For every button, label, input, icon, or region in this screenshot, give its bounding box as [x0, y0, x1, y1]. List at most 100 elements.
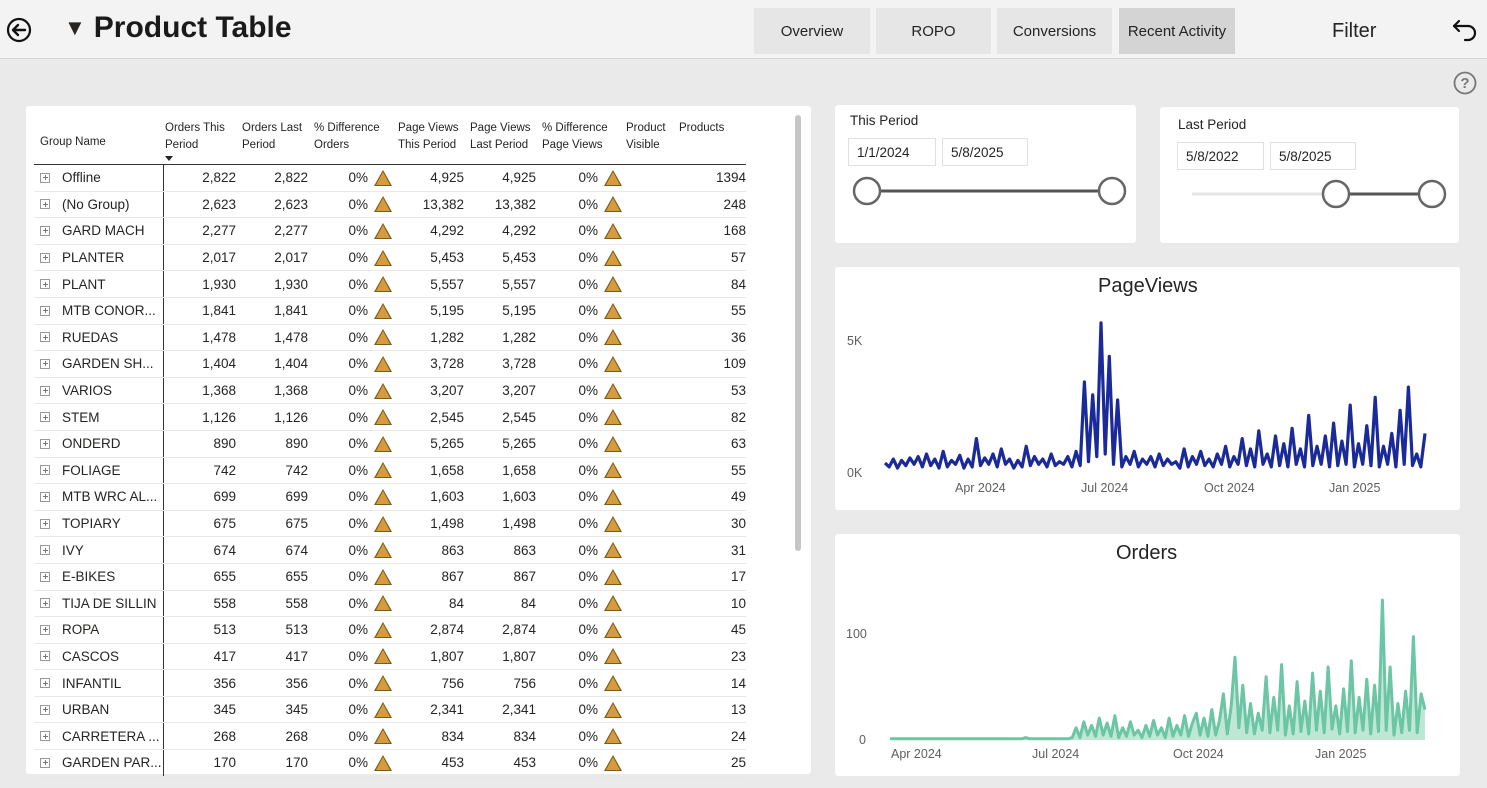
table-row[interactable]: PLANTER 2,017 2,017 0% 5,453 5,453 0% 57	[34, 244, 746, 272]
pct-value: 0%	[578, 675, 598, 691]
products-cell: 10	[730, 595, 746, 611]
group-name-cell: ROPA	[34, 617, 164, 643]
products-cell: 13	[730, 702, 746, 718]
expand-plus-icon[interactable]	[40, 438, 50, 449]
column-header-sorted[interactable]: Orders This Period	[164, 112, 236, 164]
expand-plus-icon[interactable]	[40, 624, 50, 635]
table-row[interactable]: TIJA DE SILLIN 558 558 0% 84 84 0% 10	[34, 590, 746, 618]
this-period-end-handle[interactable]	[1097, 176, 1127, 206]
column-header[interactable]: % Difference Orders	[314, 122, 380, 151]
orders-last-period-cell: 742	[285, 462, 308, 478]
expand-plus-icon[interactable]	[40, 678, 50, 689]
table-row[interactable]: CARRETERA ... 268 268 0% 834 834 0% 24	[34, 723, 746, 751]
table-row[interactable]: MTB WRC AL... 699 699 0% 1,603 1,603 0% 49	[34, 484, 746, 511]
group-name-cell: IVY	[34, 537, 164, 563]
expand-plus-icon[interactable]	[40, 518, 50, 529]
pct-diff-page-views-cell: 0%	[536, 488, 622, 505]
table-row[interactable]: Offline 2,822 2,822 0% 4,925 4,925 0% 1394	[34, 165, 746, 192]
last-period-end-handle[interactable]	[1417, 179, 1447, 209]
expand-plus-icon[interactable]	[40, 731, 50, 742]
table-row[interactable]: GARD MACH 2,277 2,277 0% 4,292 4,292 0% 168	[34, 218, 746, 245]
table-row[interactable]: URBAN 345 345 0% 2,341 2,341 0% 13	[34, 696, 746, 724]
expand-plus-icon[interactable]	[40, 358, 50, 369]
group-name-cell: (No Group)	[34, 191, 164, 218]
column-header[interactable]: Orders Last Period	[242, 122, 303, 151]
last-period-range-slider[interactable]	[1170, 174, 1455, 214]
expand-plus-icon[interactable]	[40, 172, 50, 183]
column-header[interactable]: Page Views This Period	[398, 122, 459, 151]
expand-plus-icon[interactable]	[40, 651, 50, 662]
products-cell: 30	[730, 516, 746, 532]
column-header[interactable]: Group Name	[40, 135, 106, 148]
expand-plus-icon[interactable]	[40, 385, 50, 396]
expand-plus-icon[interactable]	[40, 465, 50, 476]
this-period-start-handle[interactable]	[852, 176, 882, 206]
table-row[interactable]: FOLIAGE 742 742 0% 1,658 1,658 0% 55	[34, 457, 746, 485]
table-row[interactable]: INFANTIL 356 356 0% 756 756 0% 14	[34, 670, 746, 697]
expand-plus-icon[interactable]	[40, 545, 50, 556]
pct-value: 0%	[578, 648, 598, 664]
nav-overview-button[interactable]: Overview	[754, 8, 870, 54]
group-name: GARDEN SH...	[62, 356, 154, 372]
table-row[interactable]: IVY 674 674 0% 863 863 0% 31	[34, 537, 746, 564]
expand-plus-icon[interactable]	[40, 491, 50, 502]
table-row[interactable]: TOPIARY 675 675 0% 1,498 1,498 0% 30	[34, 510, 746, 538]
pct-diff-page-views-cell: 0%	[536, 435, 622, 452]
page-views-this-period-cell: 756	[441, 675, 464, 691]
table-row[interactable]: GARDEN PAR... 170 170 0% 453 453 0% 25	[34, 750, 746, 777]
collapse-caret-icon[interactable]: ▼	[64, 15, 86, 40]
last-period-end-input[interactable]: 5/8/2025	[1270, 142, 1356, 170]
column-header[interactable]: Product Visible	[626, 122, 666, 151]
table-row[interactable]: VARIOS 1,368 1,368 0% 3,207 3,207 0% 53	[34, 377, 746, 405]
orders-last-period-cell: 513	[285, 622, 308, 638]
last-period-start-input[interactable]: 5/8/2022	[1177, 142, 1264, 170]
question-circle-icon[interactable]: ?	[1453, 71, 1477, 95]
table-row[interactable]: MTB CONOR... 1,841 1,841 0% 5,195 5,195 0% 55	[34, 297, 746, 325]
expand-plus-icon[interactable]	[40, 252, 50, 263]
table-row[interactable]: ONDERD 890 890 0% 5,265 5,265 0% 63	[34, 430, 746, 458]
column-header[interactable]: Page Views Last Period	[470, 122, 531, 151]
nav-ropo-button[interactable]: ROPO	[876, 8, 991, 54]
nav-recent-activity-button[interactable]: Recent Activity	[1119, 8, 1235, 54]
column-header[interactable]: % Difference Page Views	[542, 122, 608, 151]
table-row[interactable]: CASCOS 417 417 0% 1,807 1,807 0% 23	[34, 643, 746, 671]
group-name-cell: TOPIARY	[34, 510, 164, 537]
products-cell: 82	[730, 409, 746, 425]
back-circle-arrow-icon[interactable]	[6, 17, 32, 43]
table-row[interactable]: STEM 1,126 1,126 0% 2,545 2,545 0% 82	[34, 404, 746, 431]
page-views-last-period-cell: 1,658	[502, 462, 536, 478]
expand-plus-icon[interactable]	[40, 571, 50, 582]
table-row[interactable]: ROPA 513 513 0% 2,874 2,874 0% 45	[34, 617, 746, 644]
expand-plus-icon[interactable]	[40, 199, 50, 210]
pct-diff-page-views-cell: 0%	[536, 329, 622, 346]
expand-plus-icon[interactable]	[40, 225, 50, 236]
expand-plus-icon[interactable]	[40, 305, 50, 316]
page-views-this-period-cell: 3,207	[430, 383, 464, 399]
this-period-range-slider[interactable]	[845, 171, 1130, 211]
nav-conversions-button[interactable]: Conversions	[997, 8, 1112, 54]
expand-plus-icon[interactable]	[40, 757, 50, 768]
table-row[interactable]: PLANT 1,930 1,930 0% 5,557 5,557 0% 84	[34, 271, 746, 298]
column-header[interactable]: Products	[679, 122, 725, 134]
page-views-last-period-cell: 1,603	[502, 489, 536, 505]
this-period-start-input[interactable]: 1/1/2024	[848, 138, 936, 166]
table-row[interactable]: E-BIKES 655 655 0% 867 867 0% 17	[34, 563, 746, 591]
expand-plus-icon[interactable]	[40, 279, 50, 290]
expand-plus-icon[interactable]	[40, 412, 50, 423]
table-scrollbar[interactable]	[795, 115, 801, 551]
this-period-end-input[interactable]: 5/8/2025	[942, 138, 1028, 166]
filter-button[interactable]: Filter	[1332, 20, 1377, 42]
expand-plus-icon[interactable]	[40, 598, 50, 609]
table-row[interactable]: GARDEN SH... 1,404 1,404 0% 3,728 3,728 0% 109	[34, 351, 746, 378]
pct-diff-page-views-cell: 0%	[536, 222, 622, 239]
pct-diff-orders-cell: 0%	[308, 329, 392, 346]
pct-value: 0%	[578, 436, 598, 452]
table-row[interactable]: RUEDAS 1,478 1,478 0% 1,282 1,282 0% 36	[34, 324, 746, 352]
pct-diff-orders-cell: 0%	[308, 621, 392, 638]
expand-plus-icon[interactable]	[40, 332, 50, 343]
undo-icon[interactable]	[1451, 17, 1479, 43]
expand-plus-icon[interactable]	[40, 704, 50, 715]
pct-value: 0%	[348, 329, 368, 345]
last-period-start-handle[interactable]	[1321, 179, 1351, 209]
table-row[interactable]: (No Group) 2,623 2,623 0% 13,382 13,382 0% 248	[34, 191, 746, 219]
